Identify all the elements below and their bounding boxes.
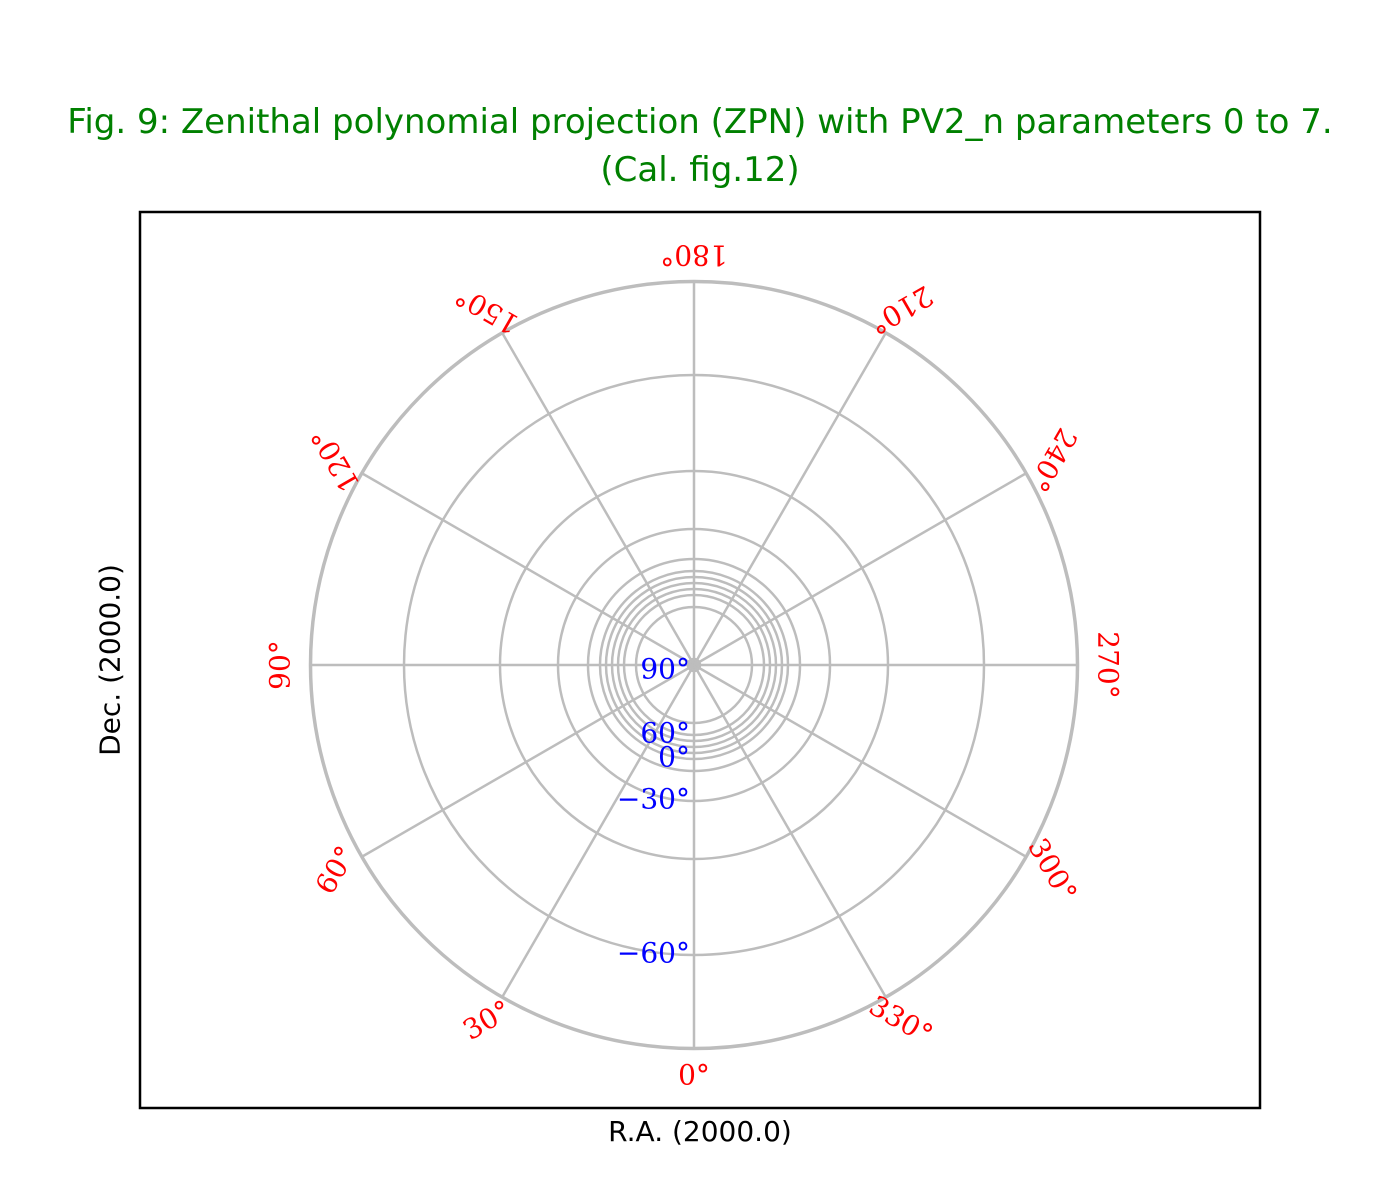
dec-tick-label--30: −30° <box>617 783 690 816</box>
ra-meridian-120 <box>360 471 695 667</box>
chart-title-line-2: (Cal. fig.12) <box>600 150 800 190</box>
chart-title-line-1: Fig. 9: Zenithal polynomial projection (… <box>67 102 1333 142</box>
dec-tick-label-90: 90° <box>640 653 690 686</box>
ra-tick-label-60: 60° <box>309 840 362 899</box>
ra-meridians <box>310 281 1078 1049</box>
ra-tick-label-300: 300° <box>1021 833 1083 908</box>
ra-tick-label-0: 0° <box>678 1059 710 1092</box>
ra-meridian-210 <box>692 331 888 666</box>
dec-tick-label-0: 0° <box>658 741 690 774</box>
dec-tick-label--60: −60° <box>617 937 690 970</box>
ra-tick-label-90: 90° <box>264 640 297 690</box>
dec-tick-label-60: 60° <box>640 717 690 750</box>
ra-tick-label-150: 150° <box>450 279 525 341</box>
ra-tick-label-330: 330° <box>864 989 939 1051</box>
dec-tick-labels: 90° 60°0° −30° −60° <box>617 653 690 970</box>
chart-title: Fig. 9: Zenithal polynomial projection (… <box>0 98 1400 194</box>
ra-meridian-240 <box>693 471 1028 667</box>
ra-meridian-30 <box>500 664 696 999</box>
ra-tick-label-120: 120° <box>304 423 366 498</box>
ra-tick-label-240: 240° <box>1021 423 1083 498</box>
ra-meridian-60 <box>360 663 695 859</box>
y-axis-label: Dec. (2000.0) <box>93 564 127 756</box>
ra-meridian-300 <box>693 663 1028 859</box>
ra-meridian-150 <box>500 331 696 666</box>
plot-frame <box>138 210 1262 1110</box>
ra-tick-label-270: 270° <box>1092 631 1125 698</box>
ra-meridian-330 <box>692 664 888 999</box>
ra-tick-label-210: 210° <box>864 279 939 341</box>
ra-tick-label-180: 180° <box>660 239 727 272</box>
x-axis-label: R.A. (2000.0) <box>608 1115 792 1148</box>
